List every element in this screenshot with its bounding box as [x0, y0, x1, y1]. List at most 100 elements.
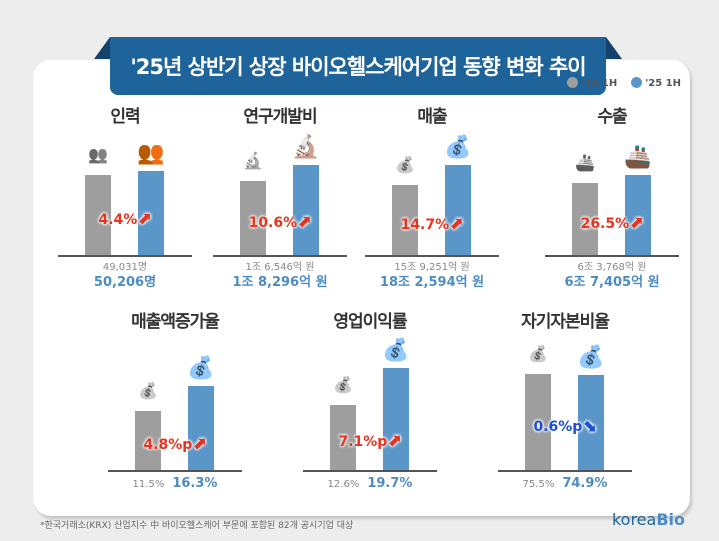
- microscope-icon: 🔬: [243, 151, 263, 171]
- bar-24: [135, 410, 161, 470]
- people-icon: 👥: [137, 141, 165, 166]
- baseline: [498, 470, 632, 472]
- change-label: 26.5%⬈: [537, 213, 687, 233]
- value-label-24: 1조 6,546억 원: [245, 262, 315, 273]
- logo-text: korea: [611, 510, 657, 529]
- people-icon: 👥: [88, 144, 108, 164]
- footnote: *한국거래소(KRX) 산업지수 中 바이오헬스케어 부문에 포함된 82개 공…: [40, 521, 354, 531]
- ship-icon: 🚢: [575, 153, 595, 173]
- legend-item-24: '24 1H: [567, 77, 617, 89]
- value-label-24: 49,031명: [102, 262, 148, 273]
- value-label-25: 1조 8,296억 원: [232, 275, 328, 290]
- bar-25: [445, 165, 471, 255]
- arrow-up-icon: ⬈: [629, 213, 644, 234]
- baseline: [303, 470, 437, 472]
- bar-24: [392, 184, 418, 255]
- bar-25: [138, 171, 164, 255]
- chart-title: 수출: [597, 107, 627, 127]
- bar-25: [383, 368, 409, 470]
- money-bag-icon: 💰: [187, 356, 215, 381]
- value-label-24: 12.6%: [327, 479, 360, 490]
- legend: '24 1H '25 1H: [567, 77, 681, 89]
- arrow-up-icon: ⬈: [449, 213, 464, 234]
- change-label: 7.1%p⬈: [295, 431, 445, 451]
- arrow-down-icon: ⬊: [582, 416, 597, 436]
- chart-panel: 매출액증가율 💰 💰 11.5% 16.3% 4.8%p⬈: [100, 307, 250, 500]
- value-label-25: 50,206명: [93, 275, 157, 290]
- bar-24: [330, 404, 356, 470]
- change-label: 4.4%⬈: [50, 209, 200, 229]
- value-labels: 1조 6,546억 원 1조 8,296억 원: [205, 261, 355, 290]
- money-bag-icon: 💰: [444, 135, 472, 160]
- arrow-up-icon: ⬈: [297, 212, 312, 233]
- change-value: 0.6%p: [533, 419, 583, 435]
- banner-fold: [94, 37, 110, 59]
- money-bag-icon: 💰: [138, 380, 158, 400]
- value-labels: 12.6% 19.7%: [295, 476, 445, 491]
- arrow-up-icon: ⬈: [192, 434, 207, 455]
- value-label-25: 19.7%: [367, 476, 413, 491]
- bar-24: [572, 183, 598, 255]
- bar-24: [525, 374, 551, 470]
- chart-panel: 매출 💰 💰 15조 9,251억 원 18조 2,594억 원 14.7%⬈: [357, 102, 507, 290]
- change-value: 4.4%: [98, 211, 138, 228]
- change-label: 4.8%p⬈: [100, 434, 250, 454]
- change-label: 0.6%p⬊: [490, 416, 640, 436]
- value-labels: 15조 9,251억 원 18조 2,594억 원: [357, 261, 507, 290]
- value-label-24: 15조 9,251억 원: [394, 262, 470, 273]
- value-label-24: 11.5%: [132, 479, 165, 490]
- money-bag-icon: 💰: [382, 338, 410, 363]
- chart-panel: 수출 🚢 🚢 6조 3,768억 원 6조 7,405억 원 26.5%⬈: [537, 102, 687, 290]
- change-label: 10.6%⬈: [205, 212, 355, 232]
- bar-24: [240, 181, 266, 255]
- microscope-icon: 🔬: [292, 135, 320, 160]
- value-labels: 11.5% 16.3%: [100, 476, 250, 491]
- change-label: 14.7%⬈: [357, 214, 507, 234]
- chart-title: 연구개발비: [243, 107, 317, 127]
- ship-icon: 🚢: [624, 145, 652, 170]
- legend-dot: [631, 77, 643, 88]
- change-value: 4.8%p: [143, 437, 193, 454]
- value-label-25: 74.9%: [562, 476, 608, 491]
- logo: koreaBio: [612, 510, 685, 529]
- bar-25: [578, 374, 604, 470]
- bar-25: [188, 386, 214, 470]
- money-bag-icon: 💰: [528, 344, 548, 363]
- baseline: [58, 255, 192, 257]
- bar-25: [625, 175, 651, 255]
- chart-title: 매출: [417, 107, 447, 127]
- value-label-24: 75.5%: [522, 479, 555, 490]
- chart-panel: 영업이익률 💰 💰 12.6% 19.7% 7.1%p⬈: [295, 307, 445, 500]
- page-title: '25년 상반기 상장 바이오헬스케어기업 동향 변화 추이: [110, 37, 606, 95]
- bar-25: [293, 165, 319, 255]
- legend-item-25: '25 1H: [631, 77, 681, 89]
- logo-text: Bio: [656, 510, 685, 529]
- arrow-up-icon: ⬈: [137, 208, 152, 229]
- legend-label: '24 1H: [581, 78, 618, 89]
- value-label-24: 6조 3,768억 원: [577, 262, 647, 273]
- baseline: [108, 470, 242, 472]
- baseline: [213, 255, 347, 257]
- money-bag-icon: 💰: [395, 154, 415, 174]
- money-bag-icon: 💰: [577, 344, 605, 370]
- baseline: [545, 255, 679, 257]
- change-value: 14.7%: [400, 216, 450, 233]
- money-bag-icon: 💰: [333, 374, 353, 394]
- chart-title: 자기자본비율: [521, 312, 610, 332]
- value-labels: 75.5% 74.9%: [490, 476, 640, 491]
- value-label-25: 16.3%: [172, 476, 218, 491]
- value-label-25: 18조 2,594억 원: [379, 275, 485, 290]
- legend-dot: [567, 77, 579, 88]
- chart-panel: 인력 👥 👥 49,031명 50,206명 4.4%⬈: [50, 102, 200, 290]
- value-labels: 49,031명 50,206명: [50, 261, 200, 290]
- chart-title: 인력: [110, 107, 140, 127]
- banner-fold: [606, 37, 622, 59]
- chart-title: 매출액증가율: [131, 312, 220, 332]
- change-value: 7.1%p: [338, 434, 388, 451]
- chart-title: 영업이익률: [333, 312, 407, 332]
- value-label-25: 6조 7,405억 원: [564, 275, 660, 290]
- legend-label: '25 1H: [645, 78, 681, 89]
- baseline: [365, 255, 499, 257]
- change-value: 10.6%: [248, 215, 298, 232]
- chart-panel: 연구개발비 🔬 🔬 1조 6,546억 원 1조 8,296억 원 10.6%⬈: [205, 102, 355, 290]
